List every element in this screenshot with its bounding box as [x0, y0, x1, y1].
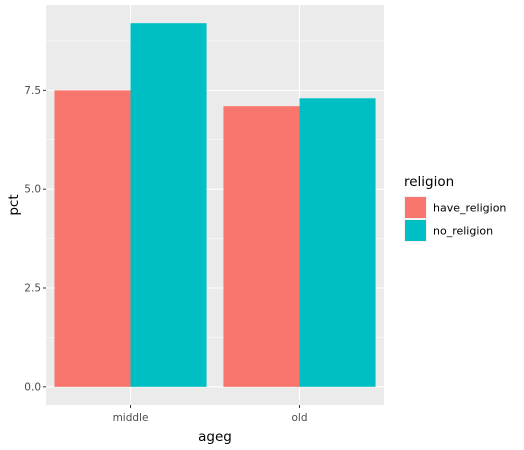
legend-swatch-have_religion [405, 197, 426, 218]
bar-no_religion-old [300, 98, 376, 387]
y-tick-label: 0.0 [24, 381, 41, 393]
legend: religion have_religion no_religion [404, 174, 506, 242]
y-tick-label: 5.0 [24, 184, 41, 196]
bar-have_religion-middle [54, 90, 130, 386]
x-tick-label: old [291, 412, 307, 424]
x-axis: middle old [113, 405, 308, 424]
legend-title: religion [404, 174, 454, 190]
y-tick-label: 2.5 [24, 283, 41, 295]
y-tick-label: 7.5 [24, 85, 41, 97]
bar-have_religion-old [223, 106, 299, 387]
bar-no_religion-middle [131, 23, 207, 387]
y-axis: 0.0 2.5 5.0 7.5 [24, 85, 46, 393]
y-axis-title: pct [6, 194, 22, 215]
legend-swatch-no_religion [405, 220, 426, 241]
x-tick-label: middle [113, 412, 149, 424]
legend-label-no_religion: no_religion [433, 225, 493, 238]
legend-label-have_religion: have_religion [433, 202, 506, 215]
x-axis-title: ageg [198, 429, 232, 445]
